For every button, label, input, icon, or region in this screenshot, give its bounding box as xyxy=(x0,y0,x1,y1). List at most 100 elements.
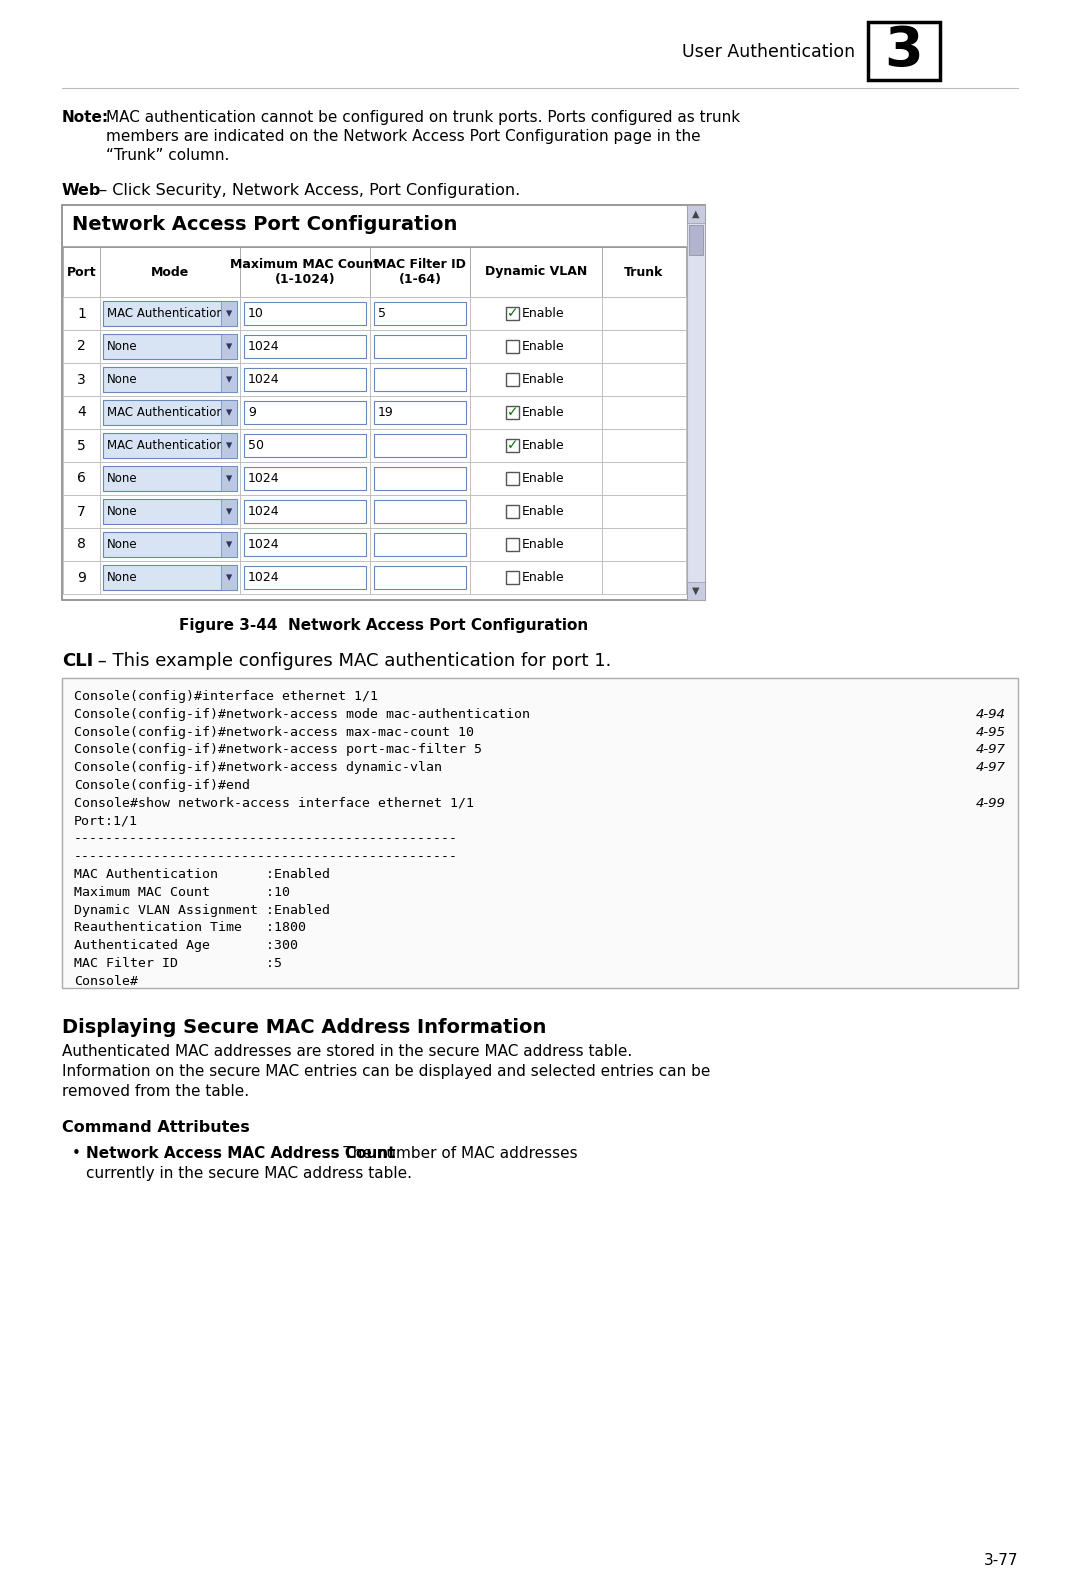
Bar xyxy=(63,297,100,330)
Bar xyxy=(100,462,240,495)
Text: Enable: Enable xyxy=(522,473,565,485)
Text: Console(config-if)#network-access port-mac-filter 5: Console(config-if)#network-access port-m… xyxy=(75,744,482,757)
Bar xyxy=(221,565,237,590)
Text: ✓: ✓ xyxy=(507,306,518,320)
Bar xyxy=(100,330,240,363)
Bar xyxy=(221,466,237,491)
Bar xyxy=(100,560,240,593)
Text: ▾: ▾ xyxy=(226,506,232,518)
Text: Network Access MAC Address Count: Network Access MAC Address Count xyxy=(86,1146,395,1160)
Text: MAC Authentication      :Enabled: MAC Authentication :Enabled xyxy=(75,868,330,881)
Text: CLI: CLI xyxy=(62,652,93,670)
Text: Information on the secure MAC entries can be displayed and selected entries can : Information on the secure MAC entries ca… xyxy=(62,1064,711,1079)
Bar xyxy=(602,330,686,363)
Text: 1024: 1024 xyxy=(248,341,280,353)
Bar xyxy=(370,495,470,528)
Bar xyxy=(244,400,366,424)
Text: 2: 2 xyxy=(77,339,86,353)
Text: 1024: 1024 xyxy=(248,539,280,551)
Bar xyxy=(240,462,370,495)
Bar xyxy=(103,433,237,458)
Bar xyxy=(507,506,519,518)
Bar xyxy=(374,567,465,589)
Text: 6: 6 xyxy=(77,471,86,485)
Text: 1024: 1024 xyxy=(248,571,280,584)
Text: MAC Filter ID           :5: MAC Filter ID :5 xyxy=(75,958,282,970)
Bar xyxy=(602,363,686,396)
Text: Note:: Note: xyxy=(62,110,109,126)
Text: 1: 1 xyxy=(77,306,86,320)
Bar xyxy=(470,429,602,462)
Bar xyxy=(100,429,240,462)
Bar xyxy=(100,297,240,330)
Bar xyxy=(507,539,519,551)
Text: 4-99: 4-99 xyxy=(976,798,1005,810)
Bar xyxy=(374,433,465,457)
Text: Displaying Secure MAC Address Information: Displaying Secure MAC Address Informatio… xyxy=(62,1017,546,1038)
Bar xyxy=(507,407,519,419)
Text: None: None xyxy=(107,473,137,485)
Bar xyxy=(470,560,602,593)
Text: MAC Authentication: MAC Authentication xyxy=(107,407,224,419)
Text: None: None xyxy=(107,539,137,551)
Bar xyxy=(370,363,470,396)
Text: MAC Authentication: MAC Authentication xyxy=(107,308,224,320)
Bar xyxy=(244,367,366,391)
Text: ------------------------------------------------: ----------------------------------------… xyxy=(75,832,458,845)
Bar xyxy=(221,499,237,524)
Bar xyxy=(244,532,366,556)
Bar xyxy=(868,22,940,80)
Text: ▼: ▼ xyxy=(692,586,700,597)
Bar xyxy=(374,466,465,490)
Text: removed from the table.: removed from the table. xyxy=(62,1083,249,1099)
Text: Dynamic VLAN: Dynamic VLAN xyxy=(485,265,588,278)
Text: 1024: 1024 xyxy=(248,506,280,518)
Bar xyxy=(507,440,519,452)
Text: Enable: Enable xyxy=(522,506,565,518)
Bar xyxy=(244,301,366,325)
Bar xyxy=(374,334,465,358)
Bar xyxy=(470,363,602,396)
Text: None: None xyxy=(107,571,137,584)
Text: Console(config-if)#network-access mode mac-authentication: Console(config-if)#network-access mode m… xyxy=(75,708,530,721)
Bar xyxy=(244,499,366,523)
Bar xyxy=(602,560,686,593)
Bar xyxy=(63,462,100,495)
Text: MAC Filter ID
(1-64): MAC Filter ID (1-64) xyxy=(374,257,465,286)
Bar xyxy=(221,367,237,392)
Bar xyxy=(370,297,470,330)
Bar xyxy=(240,363,370,396)
Bar xyxy=(221,301,237,327)
Text: Network Access Port Configuration: Network Access Port Configuration xyxy=(72,215,457,234)
Bar xyxy=(103,400,237,425)
Bar xyxy=(507,308,519,320)
Bar xyxy=(507,374,519,386)
Text: 3: 3 xyxy=(885,24,923,78)
Bar xyxy=(103,466,237,491)
Text: Maximum MAC Count       :10: Maximum MAC Count :10 xyxy=(75,885,291,898)
Text: ▾: ▾ xyxy=(226,308,232,320)
Bar xyxy=(602,429,686,462)
Bar xyxy=(63,495,100,528)
Bar xyxy=(100,246,240,297)
Text: members are indicated on the Network Access Port Configuration page in the: members are indicated on the Network Acc… xyxy=(106,129,701,144)
Bar xyxy=(470,297,602,330)
Bar xyxy=(689,225,703,254)
Text: Console#: Console# xyxy=(75,975,138,988)
Bar xyxy=(221,433,237,458)
Text: 4-97: 4-97 xyxy=(976,761,1005,774)
Bar xyxy=(240,297,370,330)
Bar xyxy=(687,206,705,223)
Text: None: None xyxy=(107,341,137,353)
Text: 10: 10 xyxy=(248,308,264,320)
Text: 4-95: 4-95 xyxy=(976,725,1005,738)
Text: ▾: ▾ xyxy=(226,473,232,485)
Bar xyxy=(240,429,370,462)
Bar xyxy=(100,396,240,429)
Text: Command Attributes: Command Attributes xyxy=(62,1119,249,1135)
Text: ▾: ▾ xyxy=(226,374,232,386)
Bar xyxy=(100,528,240,560)
Bar xyxy=(687,582,705,600)
Bar xyxy=(103,499,237,524)
Text: 4: 4 xyxy=(77,405,86,419)
